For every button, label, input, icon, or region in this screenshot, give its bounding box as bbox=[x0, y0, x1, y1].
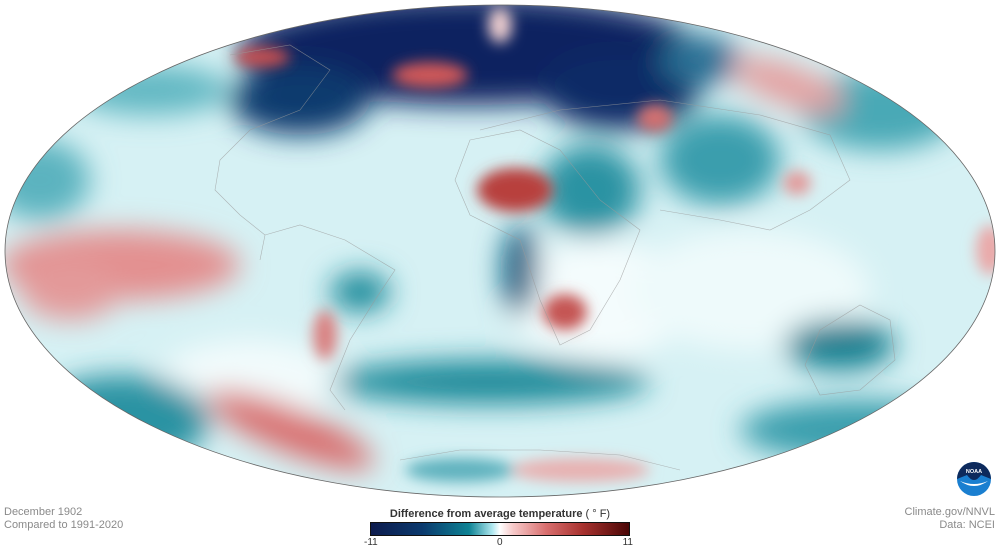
legend-unit: ( ° F) bbox=[585, 508, 611, 520]
legend-title-text: Difference from average temperature bbox=[389, 508, 583, 520]
caption-left: December 1902 Compared to 1991-2020 bbox=[4, 506, 123, 532]
caption-right: Climate.gov/NNVL Data: NCEI bbox=[905, 506, 995, 532]
legend-mid: 0 bbox=[497, 537, 503, 548]
legend-title: Difference from average temperature ( ° … bbox=[370, 508, 630, 520]
temperature-anomaly-map bbox=[4, 4, 996, 498]
source-label: Climate.gov/NNVL bbox=[904, 506, 995, 518]
noaa-logo-icon: NOAA bbox=[957, 462, 991, 496]
data-credit: Data: NCEI bbox=[939, 519, 995, 531]
legend-color-bar bbox=[370, 522, 630, 536]
color-legend: Difference from average temperature ( ° … bbox=[364, 508, 633, 548]
svg-text:NOAA: NOAA bbox=[966, 469, 982, 475]
baseline-label: Compared to 1991-2020 bbox=[4, 519, 124, 531]
date-label: December 1902 bbox=[4, 506, 83, 518]
globe-outline bbox=[4, 4, 996, 498]
legend-max: 11 bbox=[622, 537, 633, 548]
legend-min: -11 bbox=[364, 537, 378, 548]
